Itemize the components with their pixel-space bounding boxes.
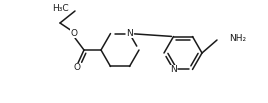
Text: H₃C: H₃C — [52, 4, 69, 12]
Text: NH₂: NH₂ — [229, 33, 246, 43]
Text: O: O — [73, 64, 80, 73]
Text: N: N — [126, 29, 133, 38]
Text: O: O — [70, 29, 77, 37]
Text: N: N — [170, 65, 177, 74]
